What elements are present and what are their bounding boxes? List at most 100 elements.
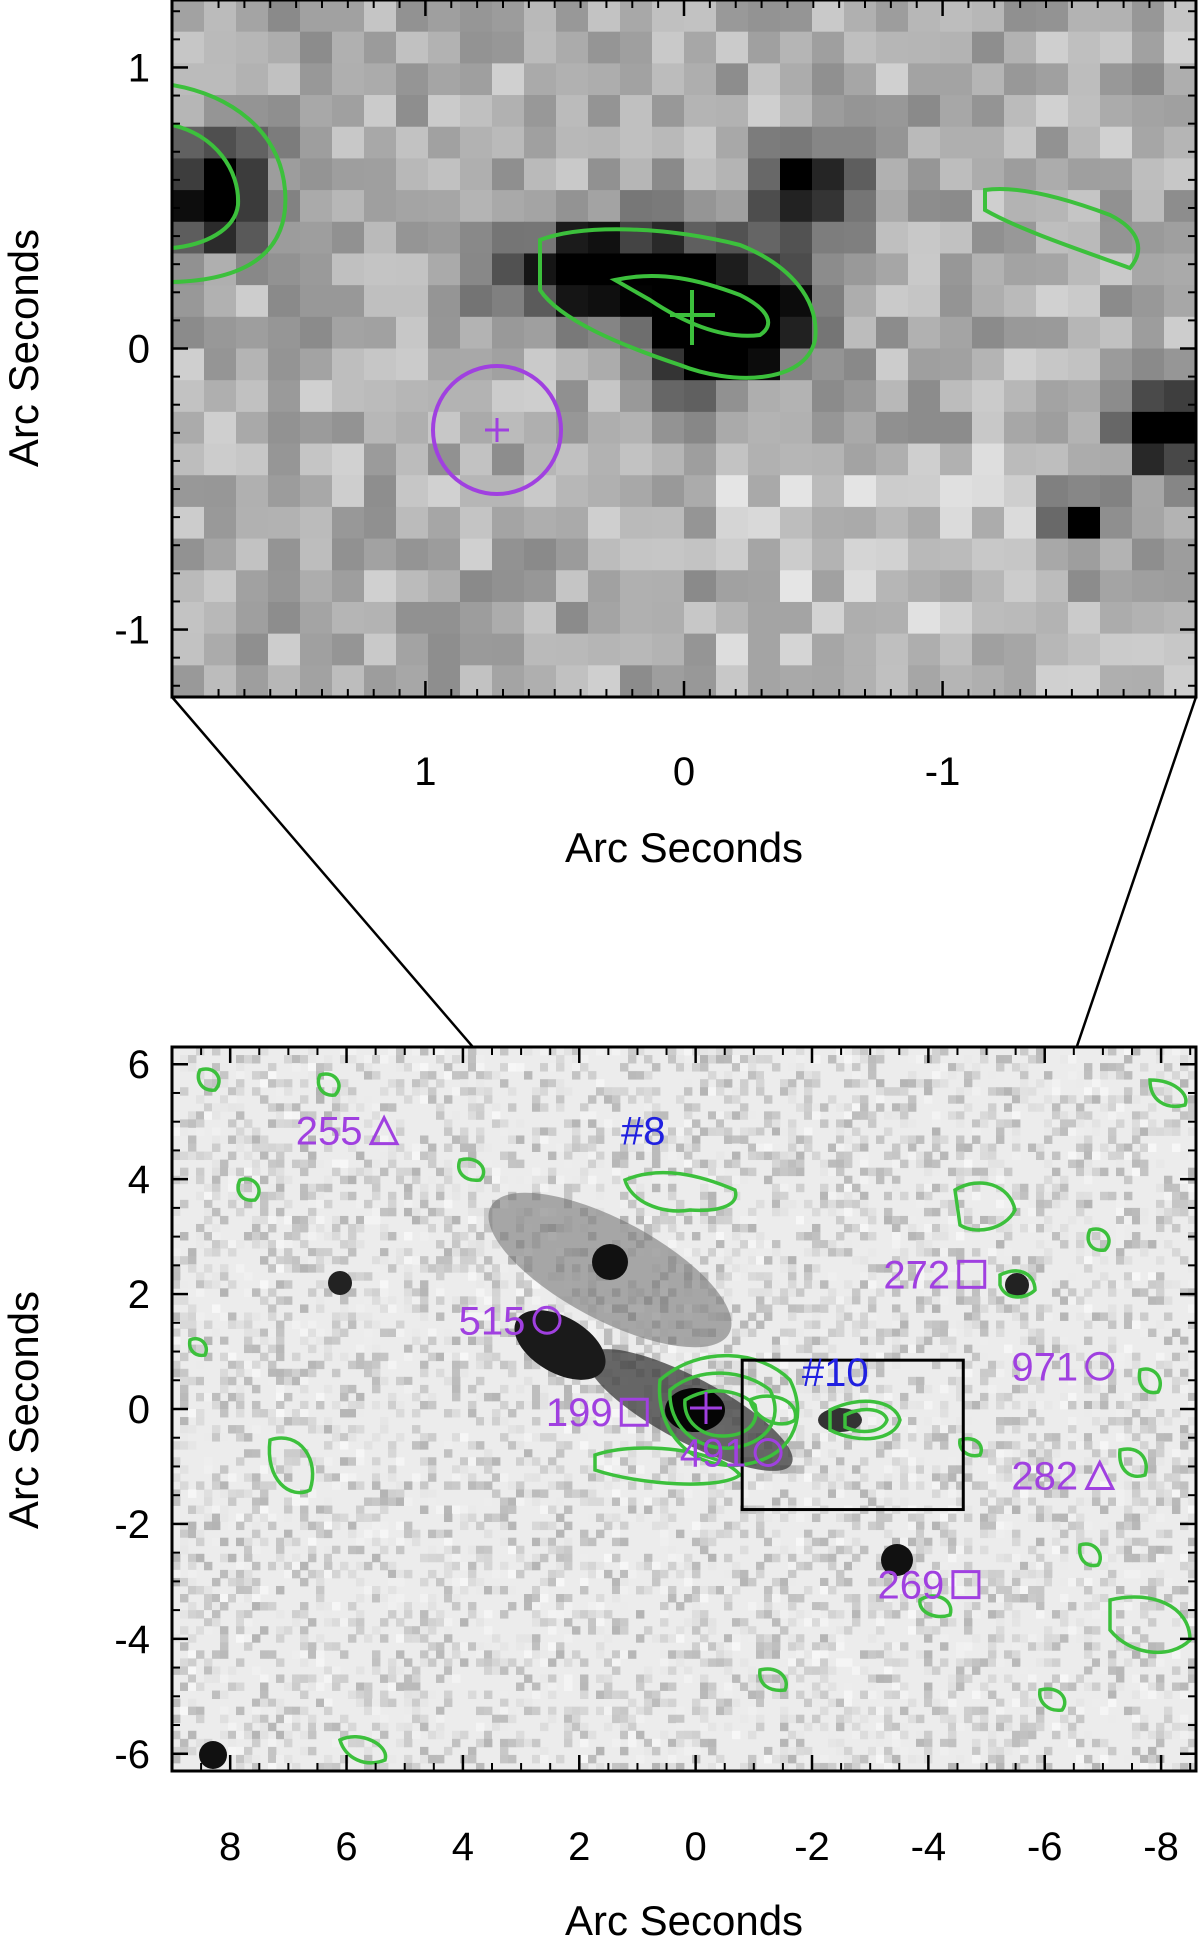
image-pixel [620, 190, 653, 223]
noise-pixel [588, 1328, 597, 1337]
noise-pixel [932, 1119, 941, 1128]
noise-pixel [412, 1215, 421, 1225]
noise-pixel [332, 1618, 341, 1627]
image-pixel [1004, 633, 1037, 666]
noise-pixel [692, 1537, 701, 1547]
noise-pixel [396, 1127, 405, 1136]
noise-pixel [428, 1529, 437, 1539]
noise-pixel [1132, 1111, 1141, 1120]
image-pixel [364, 601, 397, 635]
noise-pixel [652, 1175, 661, 1185]
noise-pixel [652, 1063, 661, 1072]
image-pixel [748, 411, 781, 445]
noise-pixel [284, 1240, 293, 1249]
noise-pixel [804, 1248, 813, 1257]
noise-pixel [484, 1312, 493, 1321]
image-pixel [684, 31, 717, 64]
noise-pixel [284, 1449, 293, 1458]
noise-pixel [684, 1151, 693, 1161]
noise-pixel [444, 1626, 453, 1635]
noise-pixel [508, 1103, 517, 1112]
noise-pixel [780, 1545, 789, 1555]
noise-pixel [900, 1585, 909, 1595]
noise-pixel [692, 1602, 701, 1611]
noise-pixel [740, 1135, 749, 1144]
noise-pixel [236, 1513, 245, 1523]
noise-pixel [572, 1384, 581, 1394]
noise-pixel [188, 1328, 197, 1337]
image-pixel [396, 285, 429, 318]
noise-pixel [1084, 1400, 1093, 1410]
noise-pixel [796, 1344, 805, 1354]
noise-pixel [1020, 1561, 1029, 1571]
noise-pixel [804, 1449, 813, 1458]
noise-pixel [1188, 1280, 1196, 1289]
noise-pixel [444, 1505, 453, 1514]
image-pixel [492, 221, 525, 255]
noise-pixel [444, 1513, 453, 1523]
noise-pixel [484, 1465, 493, 1474]
noise-pixel [1004, 1473, 1013, 1482]
noise-pixel [1036, 1610, 1045, 1619]
noise-pixel [228, 1521, 237, 1531]
noise-pixel [740, 1545, 749, 1555]
noise-pixel [244, 1151, 253, 1161]
noise-pixel [828, 1328, 837, 1337]
noise-pixel [1100, 1537, 1109, 1547]
noise-pixel [812, 1264, 821, 1273]
noise-pixel [476, 1320, 485, 1329]
image-pixel [780, 190, 813, 223]
noise-pixel [1004, 1223, 1013, 1233]
noise-pixel [1164, 1336, 1173, 1346]
noise-pixel [564, 1537, 573, 1547]
noise-pixel [756, 1199, 765, 1209]
noise-pixel [236, 1392, 245, 1402]
noise-pixel [796, 1232, 805, 1241]
noise-pixel [916, 1545, 925, 1555]
noise-pixel [212, 1135, 221, 1144]
image-pixel [364, 506, 397, 540]
noise-pixel [860, 1095, 869, 1104]
noise-pixel [180, 1127, 189, 1136]
noise-pixel [516, 1569, 525, 1579]
image-pixel [812, 506, 845, 540]
noise-pixel [940, 1529, 949, 1539]
noise-pixel [1084, 1071, 1093, 1080]
noise-pixel [964, 1167, 973, 1177]
noise-pixel [564, 1384, 573, 1394]
noise-pixel [268, 1561, 277, 1571]
noise-pixel [492, 1457, 501, 1466]
noise-pixel [908, 1577, 917, 1587]
noise-pixel [292, 1119, 301, 1128]
noise-pixel [892, 1087, 901, 1096]
noise-pixel [1180, 1183, 1189, 1193]
noise-pixel [724, 1119, 733, 1128]
noise-pixel [356, 1626, 365, 1635]
noise-pixel [420, 1626, 429, 1635]
noise-pixel [356, 1272, 365, 1281]
noise-pixel [964, 1513, 973, 1523]
noise-pixel [196, 1553, 205, 1563]
noise-pixel [636, 1183, 645, 1193]
noise-pixel [508, 1151, 517, 1161]
noise-pixel [388, 1047, 397, 1056]
noise-pixel [1100, 1087, 1109, 1096]
noise-pixel [196, 1119, 205, 1128]
noise-pixel [988, 1103, 997, 1112]
noise-pixel [412, 1063, 421, 1072]
noise-pixel [756, 1127, 765, 1136]
noise-pixel [636, 1336, 645, 1346]
noise-pixel [612, 1457, 621, 1466]
noise-pixel [332, 1232, 341, 1241]
image-pixel [1132, 380, 1165, 413]
noise-pixel [484, 1071, 493, 1080]
noise-pixel [748, 1127, 757, 1136]
noise-pixel [652, 1111, 661, 1120]
noise-pixel [940, 1569, 949, 1579]
noise-pixel [1172, 1127, 1181, 1136]
noise-pixel [764, 1256, 773, 1265]
noise-pixel [932, 1111, 941, 1120]
noise-pixel [1124, 1191, 1133, 1201]
image-pixel [716, 0, 749, 33]
noise-pixel [332, 1264, 341, 1273]
